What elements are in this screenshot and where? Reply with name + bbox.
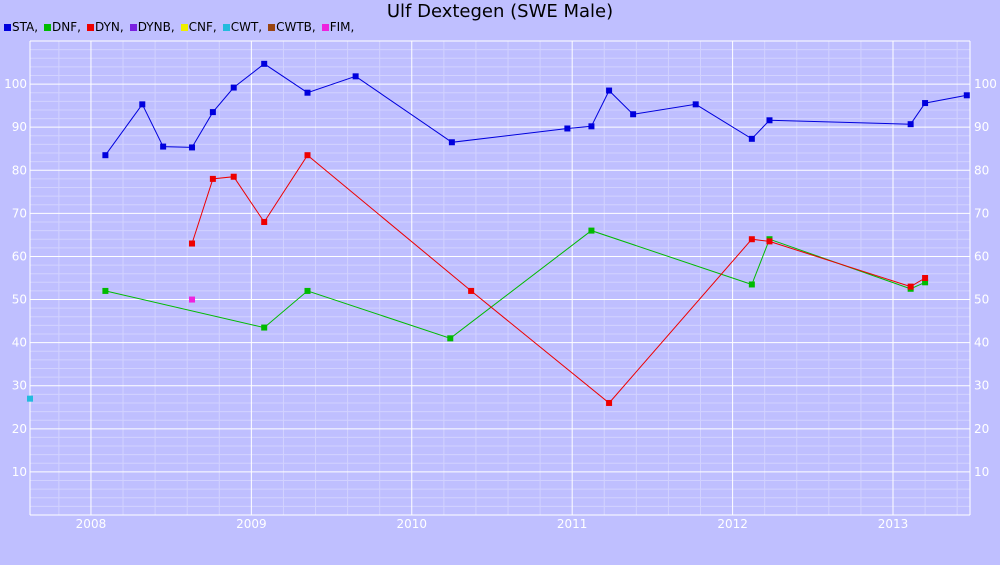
y-tick-label-right: 60 [974,249,989,263]
legend-swatch [129,24,137,31]
x-tick-label: 2009 [236,517,267,531]
data-point-dyn [766,238,773,245]
series-line-dyn [191,154,926,404]
x-tick-label: 2010 [397,517,428,531]
legend-label: DNF, [52,20,81,34]
data-point-dyn [922,275,929,281]
data-point-sta [139,101,146,108]
data-point-sta [766,117,773,124]
y-tick-label-left: 80 [12,163,27,177]
data-point-dyn [606,399,613,406]
legend-item-cwt: CWT, [222,20,263,34]
data-point-sta [564,125,571,132]
data-point-sta [630,111,637,118]
y-tick-label-right: 80 [974,163,989,177]
data-point-sta [160,143,167,150]
y-tick-label-right: 90 [974,120,989,134]
y-tick-label-right: 10 [974,465,989,479]
data-point-sta [352,73,359,80]
data-point-dyn [468,287,475,294]
data-point-sta [189,144,196,151]
data-point-dyn [209,175,216,182]
legend-item-fim: FIM, [321,20,355,34]
y-tick-label-left: 20 [12,422,27,436]
data-point-sta [209,109,216,116]
legend: STA, DNF, DYN, DYNB, CNF, CWT, CWTB, FIM, [4,20,360,34]
series-line-dnf [105,230,926,339]
y-tick-label-right: 70 [974,206,989,220]
data-point-cwt [27,395,33,402]
y-tick-label-left: 50 [12,293,27,307]
data-point-dnf [102,287,109,294]
legend-swatch [321,24,329,31]
data-point-dyn [304,152,311,159]
legend-label: CWTB, [276,20,316,34]
legend-label: FIM, [329,20,355,34]
x-tick-label: 2013 [878,517,909,531]
x-tick-label: 2011 [557,517,588,531]
y-tick-label-right: 30 [974,379,989,393]
y-tick-label-right: 20 [974,422,989,436]
legend-item-sta: STA, [4,20,38,34]
y-tick-label-left: 40 [12,336,27,350]
data-point-sta [588,123,595,130]
legend-swatch [222,24,230,31]
y-tick-label-left: 100 [4,77,27,91]
data-point-dnf [304,287,311,294]
chart-title: Ulf Dextegen (SWE Male) [386,1,614,22]
legend-label: DYNB, [137,20,175,34]
data-point-sta [606,87,613,94]
x-tick-label: 2008 [76,517,107,531]
legend-item-cwtb: CWTB, [268,20,316,34]
legend-item-dynb: DYNB, [129,20,175,34]
data-point-dnf [588,227,595,234]
x-tick-label: 2012 [717,517,748,531]
legend-item-dyn: DYN, [86,20,124,34]
data-point-dyn [907,283,914,290]
data-point-dyn [189,240,196,247]
legend-label: CWT, [230,20,263,34]
data-point-sta [922,100,929,107]
y-tick-label-right: 50 [974,293,989,307]
y-tick-label-left: 90 [12,120,27,134]
legend-swatch [180,24,188,31]
legend-label: DYN, [94,20,124,34]
data-point-dyn [230,173,237,180]
data-point-sta [748,135,755,142]
data-point-dnf [447,335,454,342]
y-tick-label-left: 70 [12,206,27,220]
legend-item-cnf: CNF, [180,20,217,34]
data-point-sta [907,121,914,128]
data-point-sta [230,84,237,91]
series-line-sta [104,63,967,156]
data-point-fim [189,296,196,303]
data-point-dnf [261,324,268,331]
data-point-sta [448,139,455,146]
legend-swatch [4,24,11,31]
data-point-dnf [748,281,755,288]
data-point-sta [102,152,109,159]
legend-swatch [86,24,94,31]
data-point-dyn [261,218,268,225]
legend-label: STA, [12,20,39,34]
legend-item-dnf: DNF, [44,20,81,34]
y-tick-label-right: 100 [974,77,997,91]
y-tick-label-left: 10 [12,465,27,479]
data-point-dnf [922,279,929,286]
y-tick-label-right: 40 [974,336,989,350]
data-point-sta [261,60,268,67]
y-tick-label-left: 30 [12,379,27,393]
legend-swatch [268,24,276,31]
data-point-sta [304,89,311,96]
legend-label: CNF, [188,20,217,34]
legend-swatch [44,24,52,31]
data-point-sta [692,101,699,108]
data-point-sta [963,92,970,99]
y-tick-label-left: 60 [12,249,27,263]
data-point-dyn [748,236,755,243]
